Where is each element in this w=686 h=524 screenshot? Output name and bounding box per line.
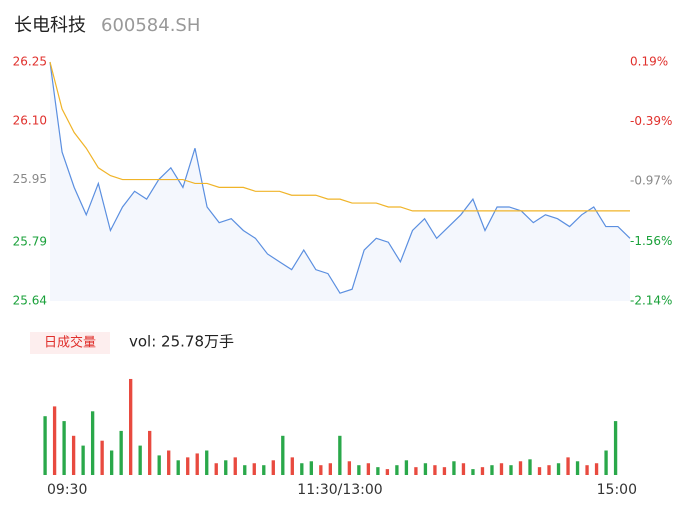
volume-bar <box>452 461 456 475</box>
y2-tick-label: -2.14% <box>630 294 672 308</box>
volume-bar <box>167 450 171 475</box>
volume-bar <box>556 463 561 475</box>
volume-bar <box>604 450 608 475</box>
volume-tag <box>30 332 110 354</box>
volume-bar <box>148 430 152 475</box>
volume-bar <box>243 465 247 475</box>
y-tick-label: 25.64 <box>13 294 47 308</box>
volume-bar <box>328 463 332 475</box>
volume-bar <box>613 421 618 475</box>
y-tick-label: 26.10 <box>13 113 47 127</box>
volume-bar <box>566 457 570 475</box>
volume-bar <box>109 450 114 475</box>
volume-label: 日成交量 <box>44 335 96 351</box>
volume-bar <box>376 467 380 475</box>
volume-bar <box>461 463 466 475</box>
y2-tick-label: 0.19% <box>630 55 668 69</box>
volume-bar <box>366 463 371 475</box>
y-tick-label: 25.79 <box>13 235 47 249</box>
chart-title: 长电科技 <box>14 15 86 36</box>
volume-bar <box>528 459 532 475</box>
volume-bar <box>547 465 551 475</box>
volume-bar <box>81 445 85 475</box>
volume-bar <box>480 467 485 475</box>
volume-bar <box>290 457 294 475</box>
volume-bar <box>195 453 199 475</box>
y2-tick-label: -0.97% <box>630 173 672 187</box>
volume-bar <box>357 465 361 475</box>
volume-bar <box>62 421 66 475</box>
price-area <box>50 62 630 301</box>
volume-bar <box>433 465 437 475</box>
x-tick-label: 09:30 <box>47 482 87 498</box>
volume-text: vol: 25.78万手 <box>129 333 234 351</box>
volume-bar <box>186 457 190 475</box>
volume-bar <box>385 469 390 475</box>
volume-bar <box>347 461 352 475</box>
volume-bar <box>214 463 218 475</box>
volume-bar <box>138 445 142 475</box>
volume-bar <box>271 460 275 475</box>
y-tick-label: 25.95 <box>13 172 47 186</box>
volume-bar <box>395 465 399 475</box>
volume-bar <box>176 460 180 475</box>
volume-bar <box>338 435 342 475</box>
volume-bar <box>442 467 447 475</box>
y-tick-label: 26.25 <box>13 55 47 69</box>
y2-tick-label: -0.39% <box>630 114 672 128</box>
x-tick-label: 15:00 <box>597 482 637 498</box>
volume-bar <box>319 465 323 475</box>
volume-bar <box>585 465 589 475</box>
volume-bar <box>252 463 256 475</box>
volume-bar <box>309 461 313 475</box>
volume-bar <box>499 463 504 475</box>
volume-bar <box>537 467 542 475</box>
volume-bar <box>157 455 161 475</box>
volume-bar <box>404 460 409 475</box>
volume-bar <box>262 465 266 475</box>
volume-bar <box>490 465 494 475</box>
y2-tick-label: -1.56% <box>630 234 672 248</box>
volume-bar <box>423 463 428 475</box>
volume-bar <box>414 467 418 475</box>
volume-bar <box>90 411 95 475</box>
volume-bar <box>471 469 475 475</box>
volume-bar <box>52 406 57 475</box>
volume-bar <box>100 440 104 475</box>
volume-bar <box>129 378 133 475</box>
volume-bar <box>71 435 76 475</box>
volume-bar <box>300 463 304 475</box>
volume-bar <box>509 465 513 475</box>
volume-bar <box>594 463 599 475</box>
price-line <box>49 61 630 212</box>
price-line <box>49 61 631 294</box>
volume-bar <box>233 457 237 475</box>
volume-bar <box>119 430 123 475</box>
chart-subtitle: 600584.SH <box>101 15 200 36</box>
volume-bar <box>281 435 285 475</box>
x-tick-label: 11:30/13:00 <box>297 482 382 498</box>
volume-bar <box>575 461 580 475</box>
volume-bar <box>43 416 47 475</box>
volume-bar <box>518 461 523 475</box>
volume-bar <box>205 450 209 475</box>
volume-bar <box>224 460 228 475</box>
